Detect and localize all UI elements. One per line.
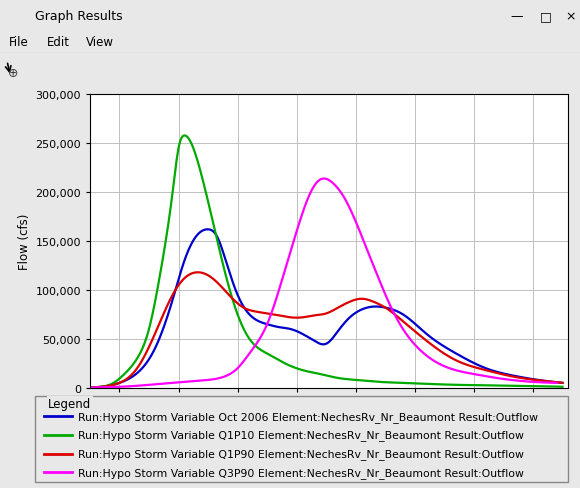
Y-axis label: Flow (cfs): Flow (cfs): [18, 213, 31, 270]
Text: View: View: [86, 36, 114, 48]
FancyBboxPatch shape: [35, 397, 567, 482]
Text: Legend: Legend: [48, 397, 91, 410]
Text: ⊕: ⊕: [8, 67, 19, 80]
Text: Run:Hypo Storm Variable Q3P90 Element:NechesRv_Nr_Beaumont Result:Outflow: Run:Hypo Storm Variable Q3P90 Element:Ne…: [78, 467, 524, 478]
Text: File: File: [9, 36, 28, 48]
Text: Jan2000: Jan2000: [523, 413, 568, 423]
Text: Run:Hypo Storm Variable Oct 2006 Element:NechesRv_Nr_Beaumont Result:Outflow: Run:Hypo Storm Variable Oct 2006 Element…: [78, 411, 538, 422]
Text: ×: ×: [566, 10, 576, 23]
Text: □: □: [539, 10, 551, 23]
Text: Run:Hypo Storm Variable Q1P10 Element:NechesRv_Nr_Beaumont Result:Outflow: Run:Hypo Storm Variable Q1P10 Element:Ne…: [78, 429, 524, 441]
Text: Graph Results: Graph Results: [35, 10, 122, 23]
Text: —: —: [510, 10, 523, 23]
Text: Edit: Edit: [46, 36, 70, 48]
Text: Run:Hypo Storm Variable Q1P90 Element:NechesRv_Nr_Beaumont Result:Outflow: Run:Hypo Storm Variable Q1P90 Element:Ne…: [78, 448, 524, 459]
